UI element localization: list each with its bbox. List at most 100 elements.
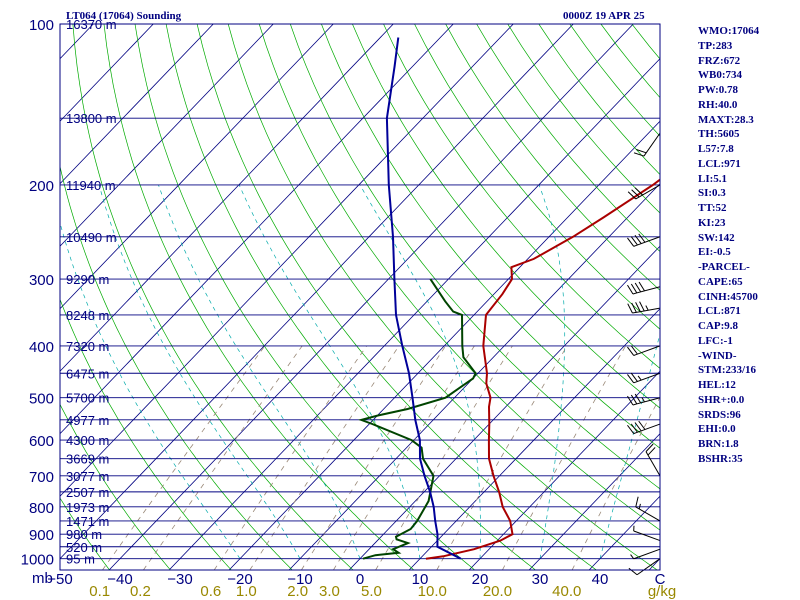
- mixing-ratio-tick-label: 0.2: [130, 583, 151, 600]
- stat-line: RH:40.0: [698, 98, 738, 111]
- wind-barb: [627, 233, 661, 247]
- height-label: 980 m: [66, 527, 102, 542]
- stat-line: -WIND-: [698, 349, 737, 362]
- height-label: 1471 m: [66, 514, 109, 529]
- isotherm-line: [0, 24, 33, 570]
- moist-adiabat-line: [60, 221, 241, 559]
- height-label: 1973 m: [66, 500, 109, 515]
- height-label: 13800 m: [66, 111, 117, 126]
- stat-line: BRN:1.8: [698, 438, 739, 450]
- height-label: 9290 m: [66, 272, 109, 287]
- stat-line: WMO:17064: [698, 25, 760, 37]
- isotherm-line: [60, 24, 454, 435]
- stat-line: TH:5605: [698, 128, 740, 141]
- stat-line: TP:283: [698, 39, 733, 52]
- mixing-ratio-line: [249, 345, 400, 570]
- isotherm-line: [288, 183, 660, 570]
- mixing-ratio-line: [102, 345, 266, 570]
- temperature-tick-label: −40: [107, 571, 132, 588]
- pressure-unit-label: mb: [32, 570, 53, 587]
- stat-line: LCL:871: [698, 305, 741, 318]
- stat-line: LCL:971: [698, 157, 741, 170]
- stat-line: SW:142: [698, 231, 735, 244]
- stat-line: TT:52: [698, 202, 727, 214]
- wind-barb: [633, 132, 661, 157]
- background-grid: [0, 24, 660, 570]
- stat-line: CAP:9.8: [698, 320, 739, 332]
- stat-line: LI:5.1: [698, 172, 728, 185]
- dry-adiabat-line: [414, 24, 660, 330]
- height-label: 520 m: [66, 540, 102, 555]
- height-label: 3669 m: [66, 452, 109, 467]
- temperature-tick-label: −20: [227, 571, 252, 588]
- dry-adiabat-line: [60, 403, 171, 570]
- sounding-title: LT064 (17064) Sounding: [66, 10, 182, 22]
- isobar-lines: [60, 23, 660, 560]
- wind-barb: [630, 548, 661, 560]
- wind-barbs: [627, 132, 661, 576]
- height-label: 95 m: [66, 552, 95, 567]
- mixing-ratio-line: [301, 345, 446, 570]
- pressure-label: 300: [29, 272, 54, 289]
- stat-line: BSHR:35: [698, 452, 743, 465]
- stats-panel: WMO:17064 TP:283 FRZ:672 WB0:734 PW:0.78 RH:4…: [698, 24, 798, 467]
- stat-line: SRDS:96: [698, 408, 741, 421]
- height-label: 5700 m: [66, 391, 109, 406]
- pressure-label: 900: [29, 527, 54, 544]
- temperature-tick-label: −30: [167, 571, 192, 588]
- height-label: 10490 m: [66, 230, 117, 245]
- height-label: 4977 m: [66, 413, 109, 428]
- wind-barb: [627, 372, 661, 384]
- mixing-ratio-line: [436, 345, 568, 570]
- isotherm-line: [348, 245, 660, 570]
- temperature-tick-label: −50: [47, 571, 72, 588]
- height-label: 4300 m: [66, 433, 109, 448]
- pressure-label: 1000: [21, 552, 54, 569]
- dry-adiabat-line: [196, 24, 597, 570]
- isotherm-line: [468, 370, 660, 570]
- dry-adiabat-line: [60, 298, 232, 570]
- isotherm-line: [60, 24, 514, 497]
- moist-adiabat-line: [359, 184, 481, 559]
- dry-adiabat-line: [60, 164, 293, 570]
- stat-line: KI:23: [698, 216, 726, 229]
- temperature-tick-label: 40: [592, 571, 609, 588]
- moist-adiabat-line: [538, 184, 566, 559]
- wind-barb: [633, 525, 661, 542]
- stat-line: LFC:-1: [698, 334, 733, 347]
- mixing-ratio-tick-label: 20.0: [483, 583, 512, 600]
- mixing-ratio-labels: 0.1 0.2 0.6 1.0 2.0 3.0 5.0 10.0 20.0 40.0 g/kg: [89, 583, 676, 600]
- isotherm-line: [60, 24, 214, 185]
- isotherm-line: [60, 24, 274, 247]
- temperature-tick-label: 30: [532, 571, 549, 588]
- isotherm-line: [60, 24, 334, 310]
- dry-adiabat-line: [352, 24, 660, 409]
- wind-barb: [627, 420, 661, 435]
- temperature-unit-label: C: [655, 571, 666, 588]
- plot-frame: [59, 23, 661, 571]
- temperature-tick-label: 10: [412, 571, 429, 588]
- stat-line: PW:0.78: [698, 84, 739, 96]
- parcel-trace: [385, 37, 462, 560]
- isotherm-line: [60, 24, 394, 372]
- moist-adiabat-line: [98, 184, 301, 559]
- isotherm-line: [528, 433, 660, 570]
- mixing-ratio-tick-label: 40.0: [552, 583, 581, 600]
- wind-barb: [635, 496, 661, 522]
- mixing-ratio-tick-label: 10.0: [418, 583, 447, 600]
- mixing-ratio-tick-label: 0.6: [200, 583, 221, 600]
- mixing-ratio-tick-label: 5.0: [361, 583, 382, 600]
- temperature-tick-label: 20: [472, 571, 489, 588]
- mixing-ratio-tick-label: 0.1: [89, 583, 110, 600]
- mixing-ratio-tick-label: 1.0: [236, 583, 257, 600]
- stat-line: CAPE:65: [698, 275, 743, 288]
- dry-adiabat-line: [476, 24, 660, 252]
- mixing-ratio-unit-label: g/kg: [648, 583, 676, 600]
- dry-adiabat-line: [383, 24, 660, 369]
- wind-barb: [627, 393, 661, 406]
- stat-line: -PARCEL-: [698, 261, 750, 273]
- stat-line: STM:233/16: [698, 364, 757, 377]
- dry-adiabat-line: [103, 24, 415, 570]
- height-label: 8248 m: [66, 308, 109, 323]
